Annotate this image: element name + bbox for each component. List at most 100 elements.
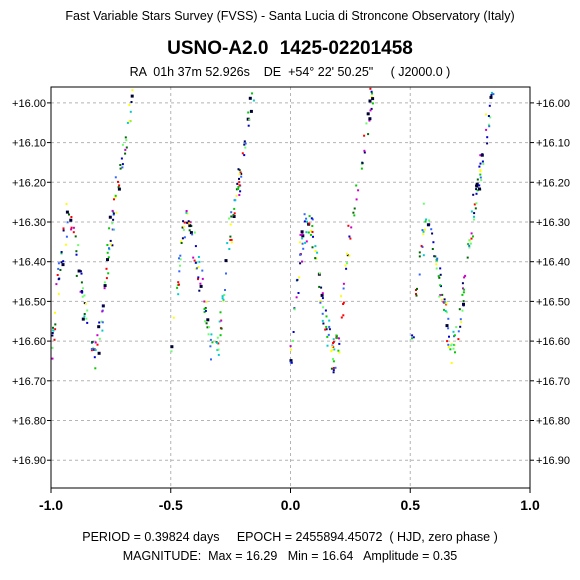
y-tick-label-right: +16.00 xyxy=(536,98,570,110)
data-point xyxy=(462,304,465,307)
data-point xyxy=(444,301,447,304)
y-tick-label-left: +16.90 xyxy=(12,455,46,467)
data-point xyxy=(474,207,477,210)
data-point xyxy=(232,215,236,218)
data-point xyxy=(424,220,427,223)
data-point xyxy=(75,274,78,277)
data-point xyxy=(310,229,313,232)
data-point xyxy=(238,173,241,176)
data-point xyxy=(330,350,333,353)
data-point xyxy=(432,241,435,244)
data-point xyxy=(203,308,206,310)
y-axis-right: +16.00 +16.10 +16.20 +16.30 +16.40 +16.50 +16.… xyxy=(530,98,570,467)
data-point xyxy=(478,165,481,168)
data-point xyxy=(438,295,441,298)
data-point xyxy=(52,326,54,329)
data-point xyxy=(369,109,372,112)
data-point xyxy=(60,252,63,255)
data-point xyxy=(453,334,456,337)
data-point xyxy=(371,92,373,95)
data-point xyxy=(59,269,62,271)
data-point xyxy=(93,356,96,359)
data-point xyxy=(185,210,188,212)
data-point xyxy=(74,235,77,238)
data-point xyxy=(119,167,122,170)
data-point xyxy=(85,317,88,320)
data-point xyxy=(124,136,127,139)
data-point xyxy=(301,234,305,238)
data-point xyxy=(447,343,450,346)
data-point xyxy=(439,284,442,287)
data-point xyxy=(113,198,115,201)
data-point xyxy=(105,267,108,270)
data-point xyxy=(94,349,97,352)
data-point xyxy=(229,235,232,238)
data-point xyxy=(488,104,491,107)
data-point xyxy=(448,335,450,338)
data-point xyxy=(238,169,241,172)
data-point xyxy=(248,96,252,100)
data-point xyxy=(305,217,308,220)
data-point xyxy=(416,287,418,290)
data-point xyxy=(489,95,493,99)
data-point xyxy=(86,321,89,324)
data-point xyxy=(192,256,195,259)
data-point xyxy=(103,284,107,288)
data-point xyxy=(443,298,446,301)
data-point xyxy=(325,315,328,318)
data-point xyxy=(348,254,351,257)
x-tick-label: -1.0 xyxy=(39,497,63,513)
data-point xyxy=(475,184,479,188)
data-point xyxy=(77,269,81,273)
data-point xyxy=(325,328,328,331)
data-point xyxy=(368,99,372,103)
data-point xyxy=(201,269,204,272)
data-point xyxy=(108,227,111,230)
data-point xyxy=(183,221,186,224)
data-point xyxy=(52,329,55,332)
data-point xyxy=(114,194,117,197)
data-point xyxy=(470,232,473,235)
data-point xyxy=(418,255,421,258)
data-point xyxy=(206,326,209,329)
data-point xyxy=(450,344,453,347)
data-point xyxy=(178,283,180,286)
data-point xyxy=(478,184,481,187)
data-point xyxy=(83,315,86,318)
data-point xyxy=(177,281,180,284)
data-point xyxy=(442,301,445,304)
data-point xyxy=(170,345,174,349)
data-point xyxy=(66,221,69,224)
data-point xyxy=(446,340,449,343)
data-point xyxy=(188,222,191,225)
data-point xyxy=(326,344,329,347)
data-point xyxy=(441,293,444,296)
data-point xyxy=(478,187,481,191)
data-point xyxy=(368,119,371,122)
data-point xyxy=(311,246,314,249)
data-point xyxy=(479,162,482,165)
data-point xyxy=(72,231,75,234)
data-point xyxy=(179,254,182,257)
data-point xyxy=(69,218,73,222)
data-point xyxy=(181,237,184,240)
data-point xyxy=(90,349,93,352)
data-point xyxy=(237,168,240,171)
data-point xyxy=(197,276,200,279)
data-point xyxy=(345,267,348,270)
data-point xyxy=(411,334,414,337)
data-point xyxy=(473,212,476,215)
data-point xyxy=(240,172,243,175)
data-point xyxy=(249,109,253,113)
data-point xyxy=(332,358,334,360)
data-point xyxy=(53,338,56,341)
data-point xyxy=(218,320,221,323)
data-point xyxy=(457,338,460,341)
y-tick-label-left: +16.80 xyxy=(12,416,46,428)
data-point xyxy=(462,302,465,306)
magnitude-summary-line: MAGNITUDE: Max = 16.29 Min = 16.64 Ampli… xyxy=(122,549,458,563)
data-point xyxy=(428,219,431,222)
data-point xyxy=(65,235,68,238)
data-point xyxy=(119,164,122,166)
data-point xyxy=(198,289,201,292)
